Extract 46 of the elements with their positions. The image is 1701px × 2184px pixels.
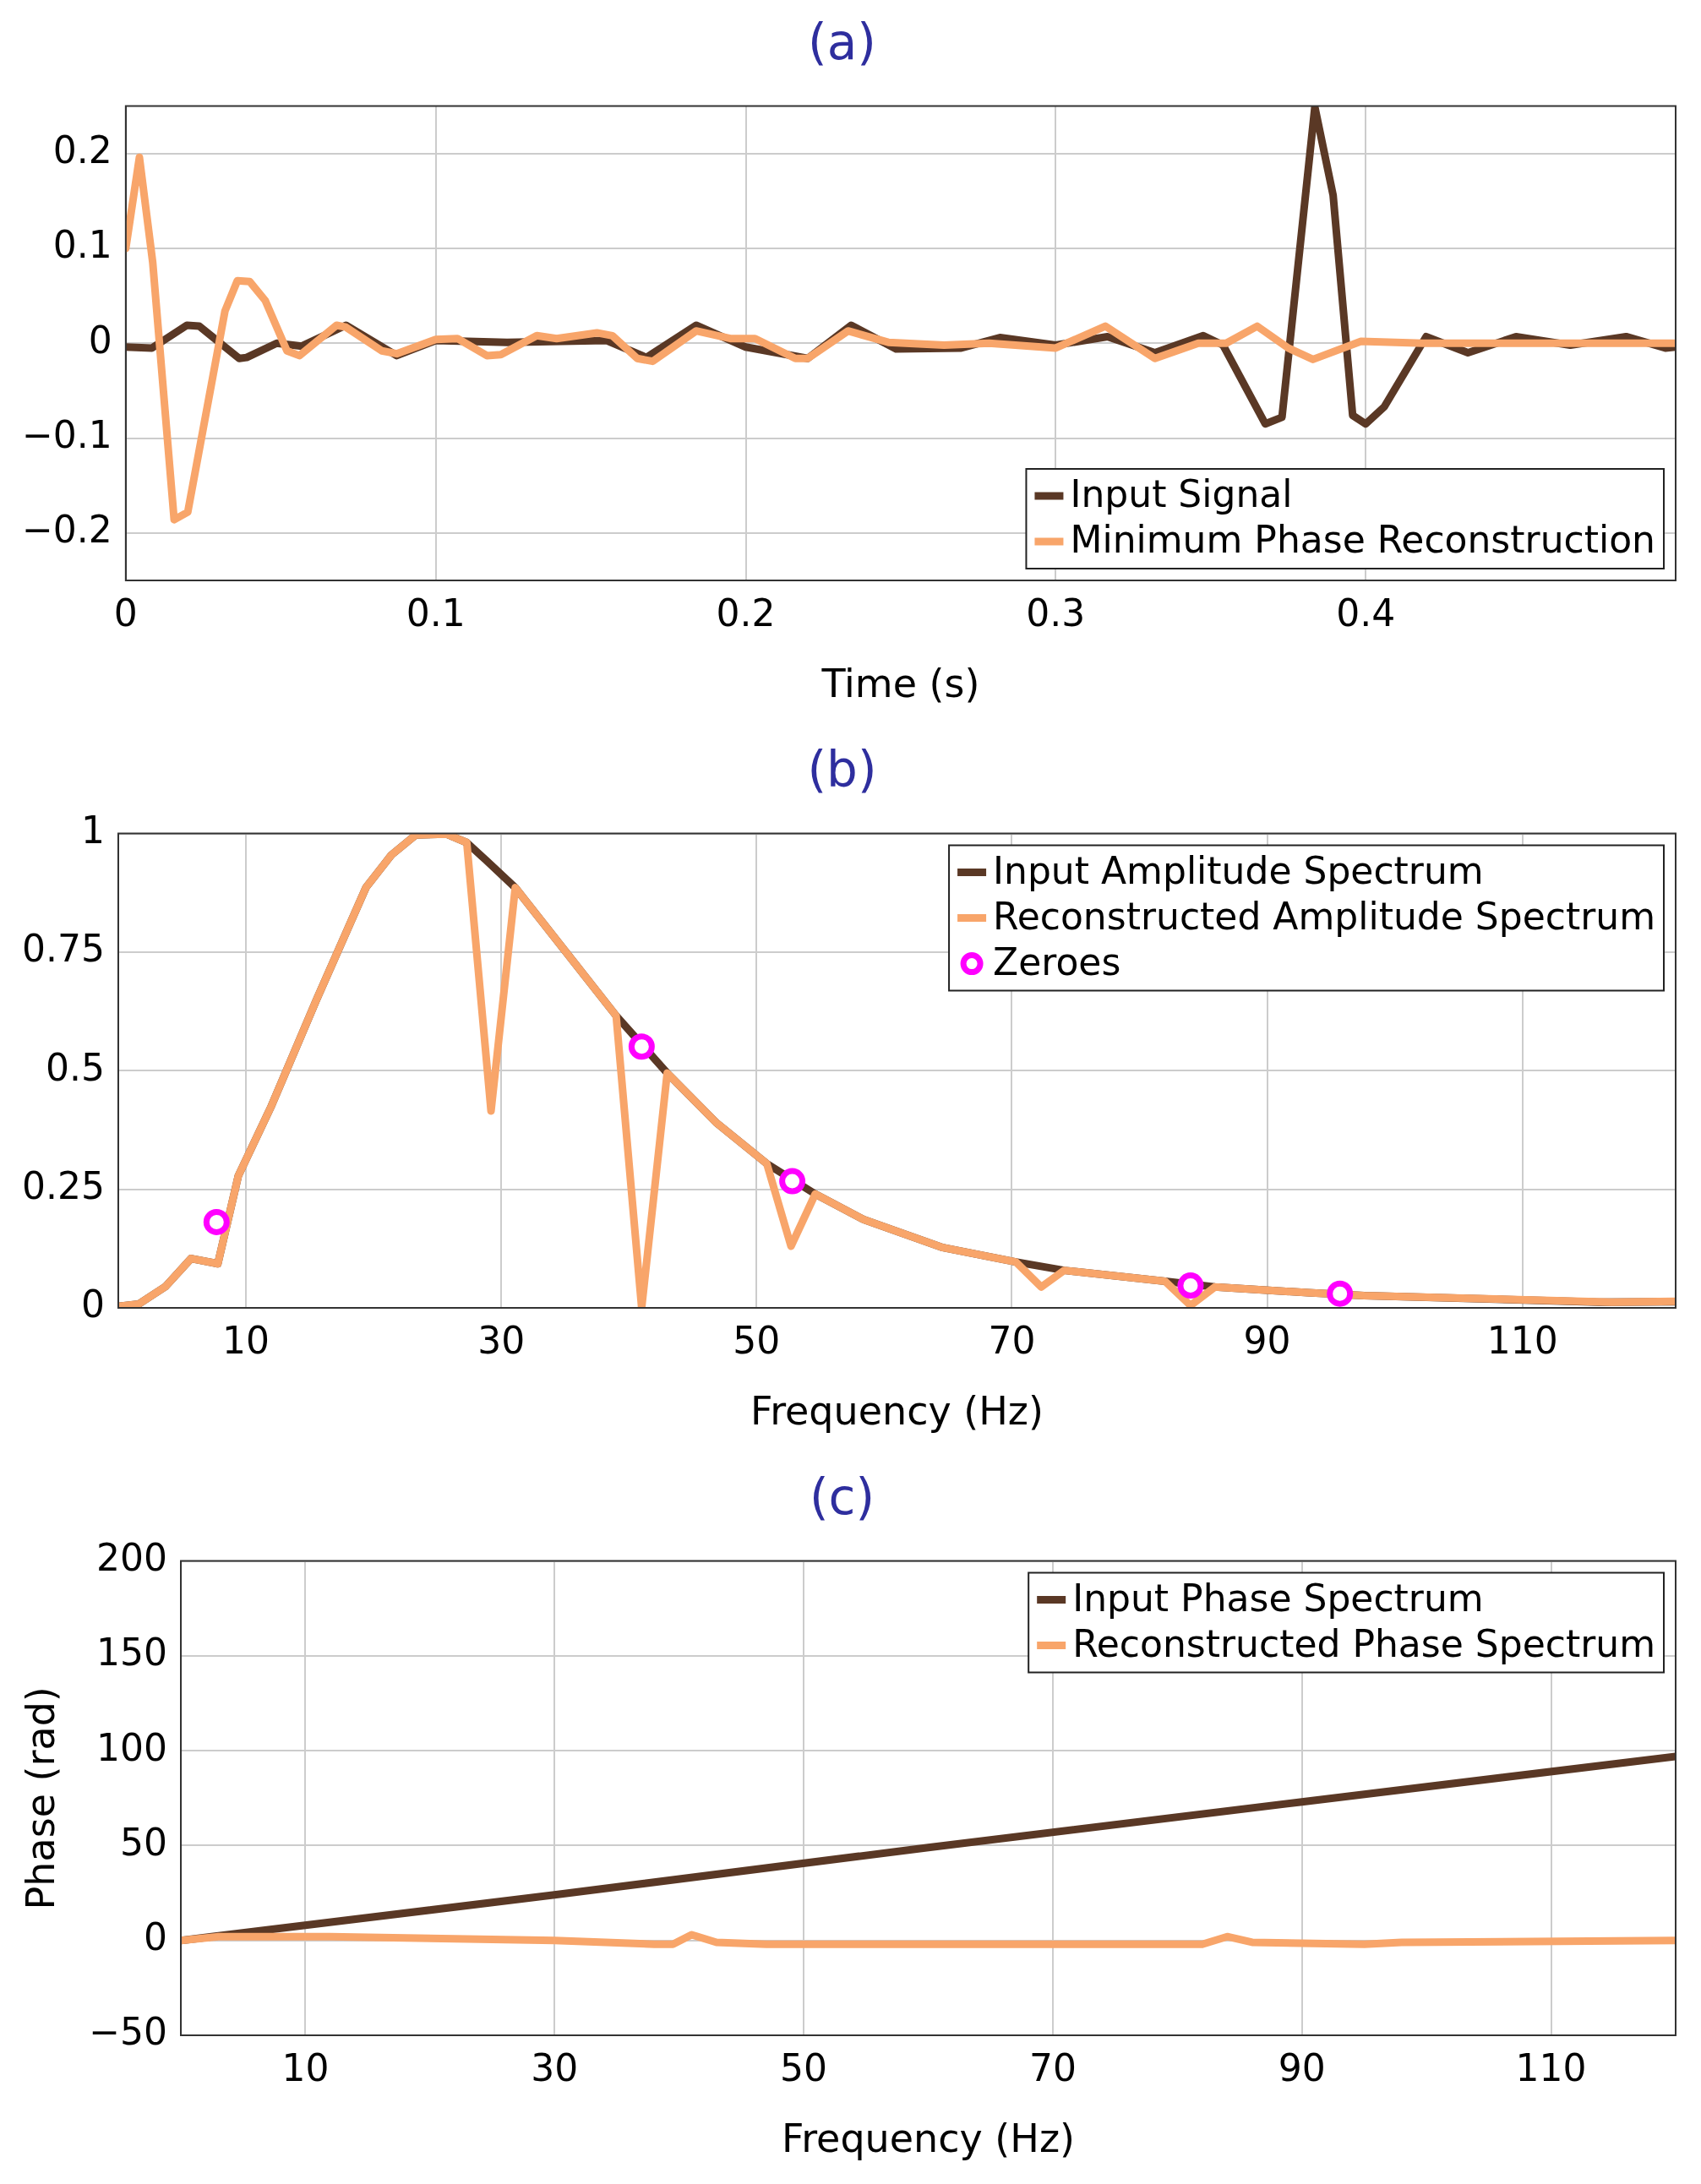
y-tick-label: 200 xyxy=(96,1536,168,1580)
legend-label: Reconstructed Phase Spectrum xyxy=(1072,1622,1656,1666)
y-tick-label: 50 xyxy=(120,1820,168,1864)
y-tick-label: −50 xyxy=(89,2010,168,2054)
legend-label: Input Phase Spectrum xyxy=(1072,1577,1484,1620)
chart-title: (a) xyxy=(808,13,876,71)
y-tick-label: 0.5 xyxy=(45,1045,105,1089)
legend-label: Zeroes xyxy=(993,940,1121,984)
x-tick-label: 0.3 xyxy=(1026,591,1086,635)
x-tick-label: 50 xyxy=(780,2045,828,2089)
x-axis-title: Time (s) xyxy=(821,661,980,707)
x-tick-label: 90 xyxy=(1243,1318,1291,1362)
y-tick-label: 100 xyxy=(96,1725,168,1769)
legend-label: Reconstructed Amplitude Spectrum xyxy=(993,895,1655,939)
x-tick-label: 90 xyxy=(1278,2045,1326,2089)
x-tick-label: 0.4 xyxy=(1336,591,1396,635)
y-tick-label: 0 xyxy=(80,1283,105,1326)
x-tick-label: 70 xyxy=(988,1318,1036,1362)
y-tick-label: 150 xyxy=(96,1631,168,1675)
y-tick-label: 0 xyxy=(144,1915,168,1959)
y-tick-label: 0 xyxy=(88,318,112,362)
y-axis-title: Phase (rad) xyxy=(17,1686,63,1910)
x-tick-label: 110 xyxy=(1515,2045,1587,2089)
y-tick-label: 0.75 xyxy=(22,927,105,971)
x-tick-label: 10 xyxy=(281,2045,330,2089)
x-tick-label: 50 xyxy=(733,1318,781,1362)
y-tick-label: 1 xyxy=(80,809,105,852)
y-tick-label: −0.1 xyxy=(22,413,112,457)
legend-label: Input Amplitude Spectrum xyxy=(993,849,1484,893)
x-tick-label: 30 xyxy=(531,2045,579,2089)
x-axis-title: Frequency (Hz) xyxy=(782,2116,1075,2162)
x-tick-label: 30 xyxy=(477,1318,526,1362)
x-tick-label: 70 xyxy=(1028,2045,1077,2089)
legend-label: Minimum Phase Reconstruction xyxy=(1070,518,1656,562)
y-tick-label: −0.2 xyxy=(22,508,112,552)
y-tick-label: 0.25 xyxy=(22,1164,105,1208)
chart-title: (b) xyxy=(807,740,877,798)
x-tick-label: 0.2 xyxy=(716,591,776,635)
legend-label: Input Signal xyxy=(1070,472,1293,516)
x-tick-label: 110 xyxy=(1486,1318,1558,1362)
x-axis-title: Frequency (Hz) xyxy=(750,1388,1044,1435)
y-tick-label: 0.1 xyxy=(52,223,112,267)
chart-title: (c) xyxy=(809,1468,875,1526)
x-tick-label: 10 xyxy=(222,1318,270,1362)
y-tick-label: 0.2 xyxy=(52,128,112,172)
x-tick-label: 0.1 xyxy=(406,591,466,635)
